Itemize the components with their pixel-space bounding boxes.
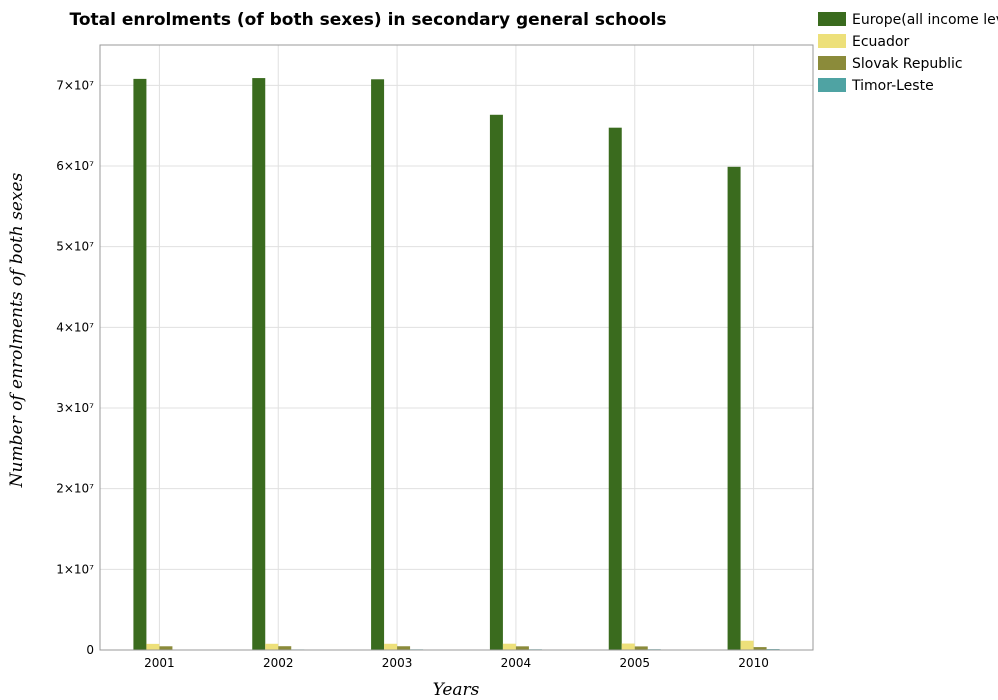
legend-swatch [818,12,846,26]
x-ticks: 2001 2002 2003 2004 2005 2010 [144,656,769,670]
legend: Europe(all income levels) Ecuador Slovak R… [818,12,998,94]
legend-label: Europe(all income levels) [852,12,998,28]
bar-europe-all-income-levels--2010 [727,166,741,650]
y-tick-label: 7×10⁷ [56,78,94,92]
x-tick-label: 2001 [144,656,175,670]
bar-ecuador-2001 [146,643,160,650]
bar-europe-all-income-levels--2003 [371,79,385,651]
bars [133,78,780,651]
x-axis-label: Years [433,680,480,700]
x-tick-label: 2003 [382,656,413,670]
bar-ecuador-2002 [265,643,279,650]
y-tick-label: 4×10⁷ [56,320,94,334]
y-tick-label: 1×10⁷ [56,562,94,576]
bar-europe-all-income-levels--2002 [252,78,266,650]
y-tick-label: 6×10⁷ [56,159,94,173]
bar-ecuador-2004 [502,643,516,650]
bar-europe-all-income-levels--2001 [133,78,147,650]
y-tick-label: 5×10⁷ [56,240,94,254]
y-tick-label: 3×10⁷ [56,401,94,415]
bar-slovak-republic-2001 [159,646,173,650]
legend-label: Timor-Leste [851,78,934,94]
legend-label: Slovak Republic [852,56,963,72]
bar-slovak-republic-2002 [278,646,292,650]
bar-ecuador-2005 [621,643,635,650]
legend-swatch [818,34,846,48]
legend-label: Ecuador [852,34,909,50]
chart-title: Total enrolments (of both sexes) in seco… [69,10,666,30]
plot-frame [99,44,814,651]
bar-slovak-republic-2010 [753,647,767,650]
y-ticks: 0 1×10⁷ 2×10⁷ 3×10⁷ 4×10⁷ 5×10⁷ 6×10⁷ 7×10⁷ [56,78,94,657]
grid [100,45,813,651]
legend-swatch [818,78,846,92]
x-tick-label: 2005 [619,656,650,670]
y-tick-label: 0 [86,643,94,657]
bar-slovak-republic-2003 [397,646,411,650]
bar-ecuador-2010 [740,640,754,650]
x-tick-label: 2002 [263,656,294,670]
bar-ecuador-2003 [384,643,398,650]
bar-slovak-republic-2004 [515,646,529,650]
x-tick-label: 2004 [501,656,532,670]
y-tick-label: 2×10⁷ [56,482,94,496]
bar-europe-all-income-levels--2004 [489,114,503,650]
y-axis-label: Number of enrolments of both sexes [7,172,27,488]
bar-europe-all-income-levels--2005 [608,127,622,650]
x-tick-label: 2010 [738,656,769,670]
bar-slovak-republic-2005 [634,646,648,650]
legend-swatch [818,56,846,70]
